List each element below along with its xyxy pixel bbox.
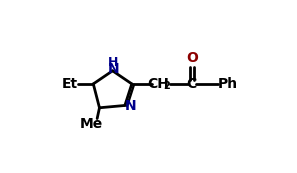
Text: Et: Et: [62, 77, 78, 91]
Text: Ph: Ph: [218, 77, 238, 91]
Text: H: H: [108, 56, 119, 69]
Text: 2: 2: [163, 81, 170, 91]
Text: CH: CH: [147, 77, 169, 91]
Text: O: O: [186, 52, 198, 66]
Text: C: C: [187, 77, 197, 91]
Text: N: N: [125, 99, 137, 113]
Text: N: N: [108, 62, 119, 76]
Text: Me: Me: [79, 117, 103, 131]
